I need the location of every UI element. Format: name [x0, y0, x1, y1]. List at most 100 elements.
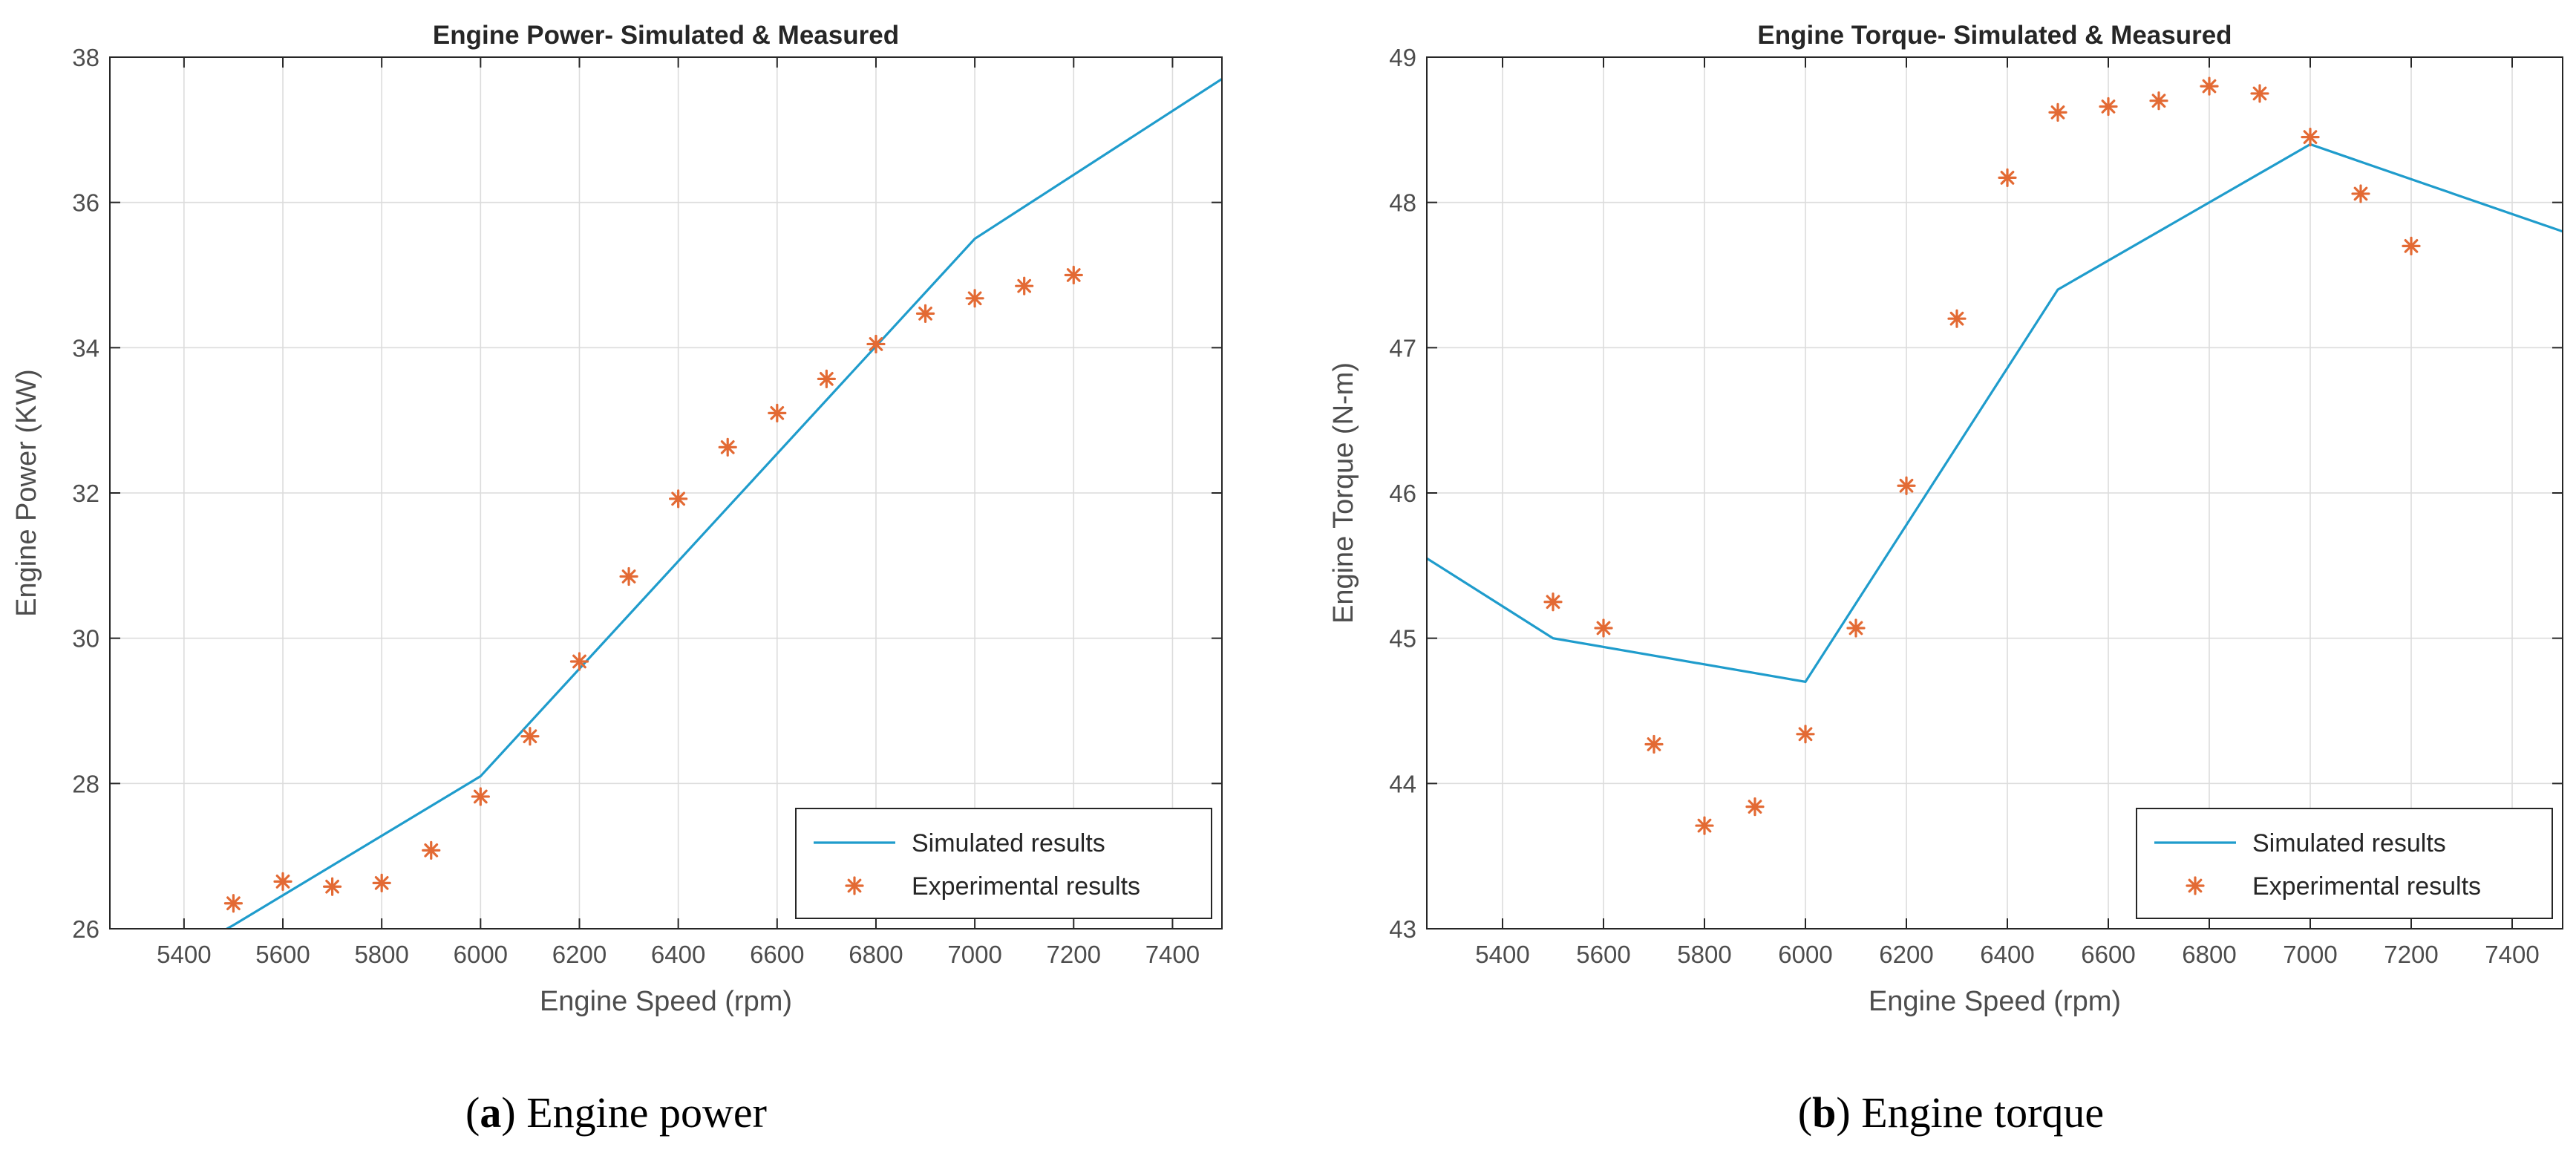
torque-x-tick-label-7200: 7200: [2384, 941, 2438, 968]
power-x-axis-label: Engine Speed (rpm): [540, 986, 792, 1017]
torque-experimental-point-6500: [2048, 102, 2067, 122]
torque-caption: (b) Engine torque: [1798, 1088, 2104, 1137]
torque-y-tick-label-43: 43: [1389, 915, 1416, 943]
power-experimental-point-6000: [471, 787, 490, 806]
torque-legend-asterisk-icon: [2186, 876, 2205, 895]
power-experimental-point-6800: [866, 334, 886, 354]
torque-simulated-line: [1427, 143, 2563, 684]
power-experimental-point-6100: [520, 727, 540, 746]
torque-experimental-point-7100: [2351, 184, 2370, 203]
torque-legend-experimental: Experimental results: [2252, 872, 2481, 901]
torque-experimental-point-6200: [1897, 476, 1916, 495]
torque-experimental-point-6400: [1998, 168, 2017, 188]
power-legend-experimental: Experimental results: [912, 872, 1140, 901]
torque-legend-box: [2136, 808, 2553, 919]
power-simulated-line: [224, 78, 1222, 929]
torque-x-tick-label-7400: 7400: [2485, 941, 2539, 968]
power-y-tick-label-32: 32: [72, 480, 99, 507]
torque-legend: Simulated results Experimental results: [2136, 808, 2553, 919]
power-caption-text: Engine power: [526, 1088, 767, 1137]
power-x-tick-label-6600: 6600: [750, 941, 804, 968]
power-experimental-point-7000: [965, 289, 984, 308]
torque-x-tick-label-5600: 5600: [1576, 941, 1630, 968]
torque-x-tick-label-7000: 7000: [2283, 941, 2337, 968]
torque-experimental-point-6700: [2149, 91, 2168, 111]
torque-experimental-point-5500: [1543, 592, 1563, 612]
torque-x-tick-label-5400: 5400: [1475, 941, 1529, 968]
power-chart-title: Engine Power- Simulated & Measured: [433, 21, 899, 50]
torque-caption-letter: b: [1812, 1088, 1836, 1137]
power-experimental-point-6500: [718, 437, 737, 457]
torque-y-tick-label-46: 46: [1389, 480, 1416, 507]
power-experimental-point-6300: [619, 566, 638, 587]
power-y-tick-label-28: 28: [72, 770, 99, 797]
power-legend-asterisk-icon: [845, 876, 864, 895]
torque-x-tick-label-6400: 6400: [1980, 941, 2034, 968]
power-y-tick-label-36: 36: [72, 189, 99, 217]
torque-legend-simulated: Simulated results: [2252, 829, 2446, 857]
torque-experimental-point-5800: [1695, 816, 1714, 835]
torque-experimental-point-6600: [2099, 97, 2118, 117]
torque-y-axis-label: Engine Torque (N-m): [1328, 362, 1359, 624]
power-y-tick-label-34: 34: [72, 334, 99, 362]
torque-y-tick-label-48: 48: [1389, 189, 1416, 217]
torque-experimental-point-6000: [1796, 725, 1815, 744]
torque-chart-title: Engine Torque- Simulated & Measured: [1757, 21, 2232, 50]
torque-series: [1427, 76, 2563, 835]
torque-experimental-point-6800: [2200, 76, 2219, 96]
torque-caption-text: Engine torque: [1861, 1088, 2104, 1137]
power-experimental-point-7100: [1015, 276, 1034, 295]
power-caption-letter: a: [480, 1088, 501, 1137]
power-y-tick-label-30: 30: [72, 625, 99, 653]
power-experimental-point-7200: [1064, 265, 1083, 285]
torque-x-tick-label-5800: 5800: [1677, 941, 1731, 968]
torque-y-tick-label-49: 49: [1389, 44, 1416, 71]
torque-experimental-point-7000: [2301, 128, 2320, 147]
torque-experimental-point-5900: [1745, 797, 1765, 817]
torque-experimental-point-6300: [1947, 309, 1967, 328]
power-experimental-point-5700: [323, 877, 342, 896]
power-x-tick-label-6400: 6400: [651, 941, 705, 968]
torque-x-tick-label-6200: 6200: [1879, 941, 1933, 968]
torque-chart-panel: 5400 5600 5800 6000 6200 6400 6600 6800 7000 7200…: [1328, 21, 2563, 1137]
power-legend-simulated: Simulated results: [912, 829, 1105, 857]
torque-experimental-point-5600: [1594, 618, 1613, 638]
torque-ticks: 5400 5600 5800 6000 6200 6400 6600 6800 7000 7200…: [1389, 44, 2563, 968]
power-x-tick-label-5800: 5800: [354, 941, 408, 968]
power-y-tick-label-38: 38: [72, 44, 99, 71]
power-x-tick-label-7400: 7400: [1145, 941, 1200, 968]
power-x-tick-label-5400: 5400: [157, 941, 211, 968]
power-y-axis-label: Engine Power (KW): [11, 369, 42, 617]
torque-x-axis-label: Engine Speed (rpm): [1869, 986, 2121, 1017]
power-legend-box: [795, 808, 1212, 919]
torque-y-tick-label-44: 44: [1389, 770, 1416, 797]
torque-legend-asterisk-mark: [2186, 876, 2205, 895]
power-ticks: 5400 5600 5800 6000 6200 6400 6600 6800 7000 7200…: [72, 44, 1222, 968]
power-legend-asterisk-mark: [845, 876, 864, 895]
torque-x-tick-label-6800: 6800: [2182, 941, 2236, 968]
torque-x-tick-label-6600: 6600: [2081, 941, 2135, 968]
torque-experimental-point-6900: [2250, 84, 2269, 103]
torque-y-tick-label-45: 45: [1389, 625, 1416, 653]
power-x-tick-label-5600: 5600: [255, 941, 310, 968]
power-x-tick-label-6200: 6200: [552, 941, 607, 968]
power-experimental-point-5500: [223, 894, 243, 913]
power-series: [223, 78, 1222, 929]
power-experimental-point-6400: [669, 489, 688, 509]
torque-y-tick-label-47: 47: [1389, 334, 1416, 362]
power-caption: (a) Engine power: [465, 1088, 767, 1137]
torque-experimental-point-5700: [1644, 734, 1664, 754]
power-y-tick-label-26: 26: [72, 915, 99, 943]
power-x-tick-label-7000: 7000: [947, 941, 1001, 968]
power-experimental-point-5800: [372, 873, 391, 892]
power-experimental-point-6700: [817, 369, 836, 389]
power-x-tick-label-7200: 7200: [1047, 941, 1101, 968]
power-experimental-point-6200: [569, 652, 589, 671]
power-x-tick-label-6800: 6800: [849, 941, 903, 968]
torque-experimental-point-6100: [1846, 618, 1866, 638]
power-x-tick-label-6000: 6000: [454, 941, 508, 968]
power-experimental-point-5600: [273, 872, 292, 892]
power-chart-panel: 5400 5600 5800 6000 6200 6400 6600 6800 7000 7200…: [11, 21, 1223, 1137]
torque-x-tick-label-6000: 6000: [1778, 941, 1832, 968]
